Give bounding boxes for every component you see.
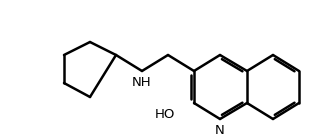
Text: N: N — [215, 123, 225, 136]
Text: HO: HO — [155, 108, 175, 121]
Text: NH: NH — [132, 76, 152, 89]
